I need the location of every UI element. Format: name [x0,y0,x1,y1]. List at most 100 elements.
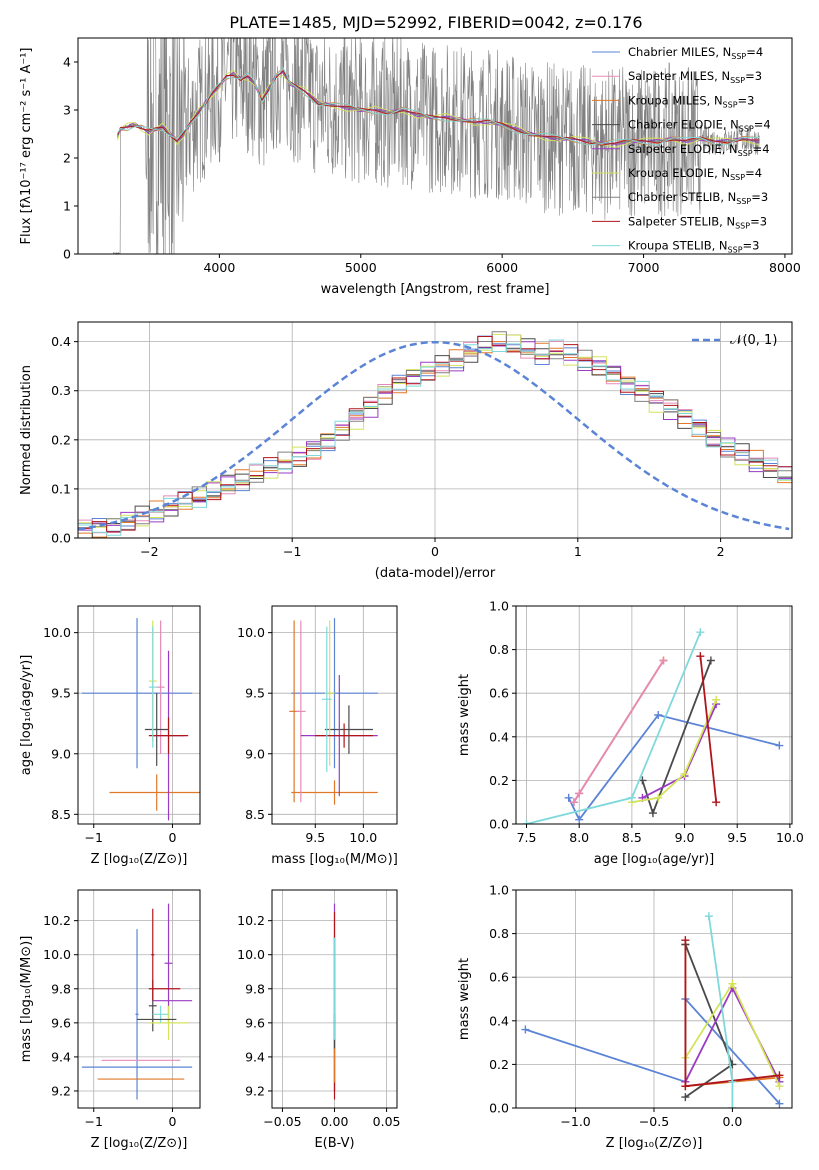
y-axis-label: mass [log₁₀(M/M⊙)] [19,936,34,1063]
tick-label-y: 10.2 [43,913,71,928]
tick-label-y: 9.2 [245,1083,265,1098]
data-point [654,793,663,802]
data-point [654,711,663,719]
x-axis-label: Z [log₁₀(Z/Z⊙)] [606,1136,703,1151]
axes-frame [271,889,398,1109]
legend: Chabrier MILES, NSSP=4 Salpeter MILES, NS… [592,45,771,255]
tick-label-x: 2 [717,544,725,559]
chart-spectrum: 4000 5000 6000 7000 8000 0 1 2 3 4 wavelength [Ang… [19,37,801,297]
data-point [704,912,713,921]
tick-label-y: 9.5 [51,686,71,701]
y-axis-label: Normed distribution [19,365,34,495]
tick-label-y: 8.5 [51,807,71,822]
data-point [728,979,737,988]
legend-entry: 𝒩(0, 1) [730,333,777,348]
data-point [775,741,784,750]
tick-label-y: 9.8 [245,981,265,996]
observed-spectrum [113,38,760,254]
axes-frame [515,889,793,1109]
tick-label-x: 4000 [203,260,235,275]
histogram-step [78,339,792,536]
tick-label-x: 9.5 [305,830,325,845]
chart-mass_vs_Z: −1 0 9.2 9.4 9.6 9.8 10.0 10.2 Z [log₁₀(Z/Z⊙)] ma… [19,889,201,1151]
data-point [648,809,657,818]
tick-label-y: 0.4 [489,1013,509,1028]
legend-entry: Kroupa STELIB, NSSP=3 [628,239,759,255]
plots-container: 4000 5000 6000 7000 8000 0 1 2 3 4 wavelength [Ang… [19,37,804,1151]
tick-label-x: 7.5 [517,830,537,845]
figure-title: PLATE=1485, MJD=52992, FIBERID=0042, z=0… [229,13,642,32]
chart-age_vs_Z: −1 0 8.5 9.0 9.5 10.0 Z [log₁₀(Z/Z⊙)] age [log₁… [19,605,201,867]
tick-label-y: 0.1 [51,481,71,496]
tick-label-x: 0.0 [722,1114,742,1129]
legend-entry: Salpeter ELODIE, NSSP=4 [628,142,770,158]
axes-frame [515,605,793,825]
legend-entry: Salpeter STELIB, NSSP=3 [628,214,767,230]
tick-label-x: −2 [140,544,158,559]
legend-entry: Chabrier ELODIE, NSSP=4 [628,118,771,134]
model-curve [117,71,760,145]
x-axis-label: age [log₁₀(age/yr)] [594,852,715,867]
tick-label-x: 8.5 [622,830,642,845]
tick-label-x: 8000 [769,260,801,275]
data-point [575,815,584,824]
plot-area [78,331,792,538]
data-point [728,1104,737,1108]
tick-label-x: 0 [431,544,439,559]
data-point [681,1093,690,1102]
data-point [680,769,689,778]
data-point [564,793,573,802]
tick-label-y: 4 [63,55,71,70]
tick-label-y: 10.0 [237,947,265,962]
axes-frame [271,605,398,825]
plot-area [113,38,760,254]
data-point [775,1099,784,1108]
x-axis-label: (data-model)/error [375,566,496,581]
legend-entry: Chabrier MILES, NSSP=4 [628,45,763,61]
data-point [569,798,578,807]
tick-label-y: 0.8 [489,926,509,941]
x-axis-label: mass [log₁₀(M/M⊙)] [271,852,398,867]
x-axis-label: Z [log₁₀(Z/Z⊙)] [91,1136,188,1151]
tick-label-y: 9.6 [51,1015,71,1030]
axes-frame [77,605,201,825]
tick-label-y: 9.0 [51,746,71,761]
data-point [627,793,636,802]
tick-label-y: 9.4 [51,1049,71,1064]
data-point [659,656,668,665]
tick-label-x: 8.0 [569,830,589,845]
tick-label-y: 9.8 [51,981,71,996]
data-point [522,820,531,824]
data-point [696,628,705,637]
data-point [712,695,721,704]
series-line [526,631,702,824]
chart-residuals: −2 −1 0 1 2 0.0 0.1 0.2 0.3 0.4 (data-model)/error… [19,321,793,581]
tick-label-x: −1 [85,830,103,845]
data-point [712,798,721,807]
legend-entry: Chabrier STELIB, NSSP=3 [628,190,768,206]
histogram-step [78,338,792,538]
tick-label-y: 0.2 [489,1057,509,1072]
plot-area [522,628,784,824]
data-point [575,789,584,798]
plot-area [81,618,200,821]
legend-entry: Salpeter MILES, NSSP=3 [628,69,762,85]
data-point [706,656,715,665]
tick-label-x: −0.5 [639,1114,669,1129]
legend-entry: Kroupa ELODIE, NSSP=4 [628,166,762,182]
tick-label-x: 9.0 [675,830,695,845]
tick-label-y: 0.8 [489,642,509,657]
series-line [573,660,665,803]
series-line [631,699,718,804]
data-point [775,1071,784,1080]
tick-label-x: 0 [168,1114,176,1129]
tick-label-x: 1 [574,544,582,559]
model-curve [117,69,760,148]
tick-label-y: 8.5 [245,807,265,822]
y-axis-label: age [log₁₀(age/yr)] [19,655,34,776]
tick-label-y: 1.0 [489,599,509,614]
chart-age_vs_mass: 9.5 10.0 8.5 9.0 9.5 10.0 mass [log₁₀(M/M⊙)] [237,605,398,867]
tick-label-y: 0.2 [489,773,509,788]
chart-weight_vs_Z: −1.0 −0.5 0.0 0.0 0.2 0.4 0.6 0.8 1.0 Z [log₁₀(Z/… [457,883,793,1151]
tick-label-y: 9.5 [245,686,265,701]
